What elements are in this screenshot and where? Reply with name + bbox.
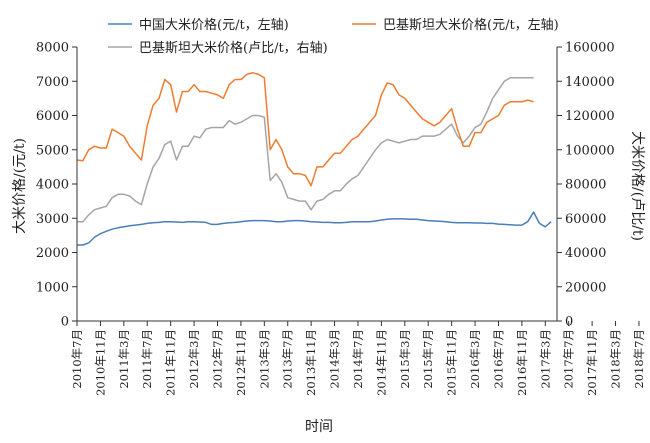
x-tick-label: 2015年3月 [398,329,412,389]
series-line-2 [77,77,534,223]
x-tick-label: 2017年7月 [562,329,576,389]
legend-label-pakistan-yuan: 巴基斯坦大米价格(元/t，左轴) [383,17,559,33]
left-tick-label: 0 [61,315,69,330]
x-tick-label: 2017年11月 [585,329,599,396]
x-tick-label: 2010年11月 [93,329,107,396]
axes [76,47,558,322]
series-line-0 [77,211,552,246]
series-lines [76,71,552,246]
left-tick-label: 1000 [36,280,69,295]
series-line-1 [76,71,534,187]
x-tick-label: 2011年7月 [140,329,154,389]
x-tick-label: 2013年11月 [304,329,318,396]
x-tick-label: 2017年3月 [538,329,552,389]
x-tick-label: 2015年7月 [421,329,435,389]
x-tick-label: 2016年11月 [515,329,529,396]
right-tick-label: 40000 [565,246,606,261]
left-tick-label: 6000 [36,109,69,124]
left-tick-label: 8000 [36,41,69,56]
left-tick-label: 5000 [36,143,69,158]
left-tick-label: 3000 [36,212,69,227]
x-tick-label: 2014年7月 [351,329,365,389]
legend-label-china: 中国大米价格(元/t，左轴) [139,17,289,33]
right-axis-title: 大米价格/(卢比/t) [629,131,645,241]
left-y-axis-ticks: 0 1000 2000 3000 4000 5000 6000 7000 8000 [36,41,77,330]
x-tick-label: 2012年11月 [234,329,248,396]
x-tick-label: 2014年11月 [374,329,388,396]
right-tick-label: 120000 [565,109,615,124]
right-tick-label: 80000 [565,178,606,193]
right-tick-label: 160000 [565,41,615,56]
x-tick-label: 2012年7月 [210,329,224,389]
left-tick-label: 7000 [36,75,69,90]
x-tick-label: 2013年3月 [257,329,271,389]
legend: 中国大米价格(元/t，左轴) 巴基斯坦大米价格(元/t，左轴) 巴基斯坦大米价格… [108,17,559,56]
x-axis-ticks: 2010年7月 2010年11月 2011年3月 2011年7月 2011年11月 201… [70,321,646,396]
x-axis-title: 时间 [305,419,333,435]
x-tick-label: 2018年7月 [632,329,646,389]
right-tick-label: 100000 [565,143,615,158]
right-tick-label: 20000 [565,280,606,295]
x-tick-label: 2011年11月 [164,329,178,396]
x-tick-label: 2011年3月 [117,329,131,389]
x-tick-label: 2015年11月 [445,329,459,396]
left-tick-label: 4000 [36,178,69,193]
x-tick-label: 2018年3月 [609,329,623,389]
left-axis-title: 大米价格/(元/t) [12,138,28,234]
x-tick-label: 2016年3月 [468,329,482,389]
legend-label-pakistan-rupee: 巴基斯坦大米价格(卢比/t，右轴) [139,40,328,56]
x-tick-label: 2012年3月 [187,329,201,389]
x-tick-label: 2010年7月 [70,329,84,389]
x-tick-label: 2016年7月 [491,329,505,389]
right-tick-label: 60000 [565,212,606,227]
right-y-axis-ticks: 0200004000060000800001000001200001400001… [557,41,615,330]
x-tick-label: 2014年3月 [328,329,342,389]
left-tick-label: 2000 [36,246,69,261]
x-tick-label: 2013年7月 [281,329,295,389]
right-tick-label: 140000 [565,75,615,90]
